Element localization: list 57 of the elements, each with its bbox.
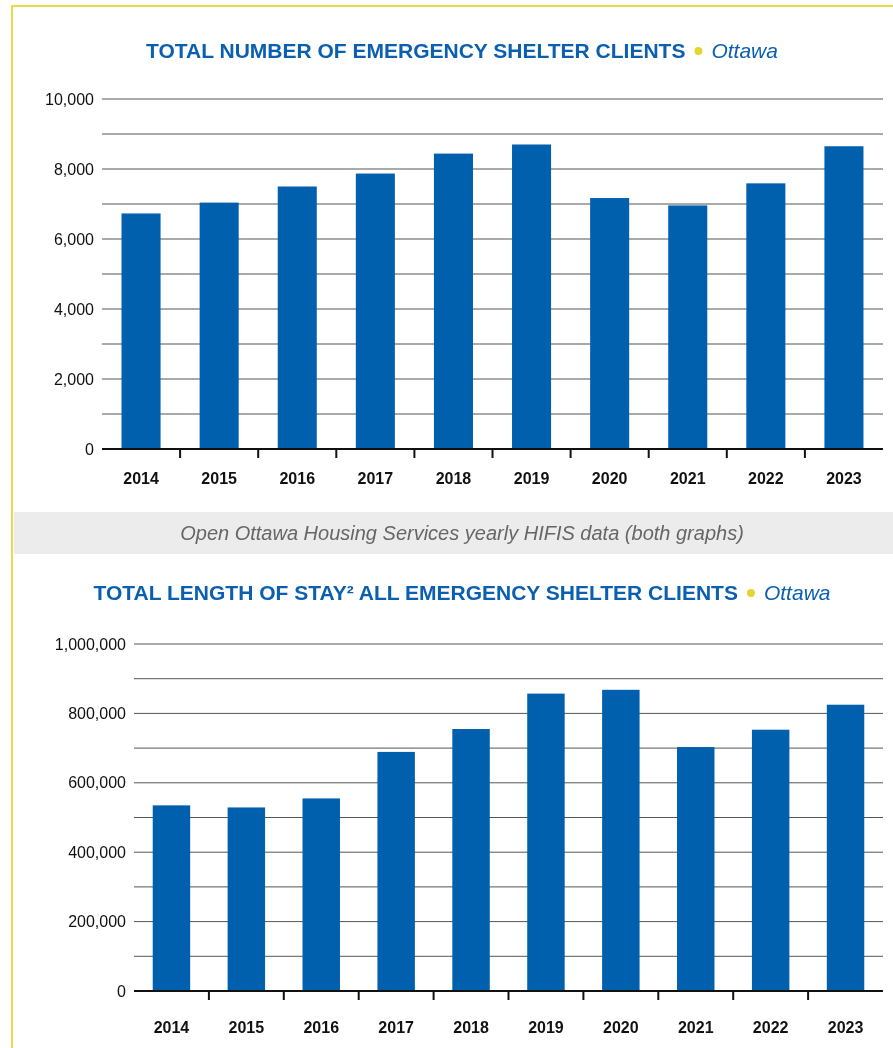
y-tick-label: 2,000	[53, 370, 95, 388]
bar	[452, 729, 490, 991]
bar	[277, 186, 317, 449]
x-tick-label: 2020	[603, 1019, 639, 1036]
x-tick-label: 2020	[591, 470, 628, 487]
chart-subtitle: Ottawa	[711, 39, 778, 62]
bar	[121, 213, 161, 449]
x-tick-label: 2016	[279, 470, 316, 487]
x-tick-label: 2022	[748, 470, 784, 487]
bar	[751, 729, 790, 991]
x-tick-label: 2014	[123, 470, 159, 487]
bar	[433, 153, 473, 449]
x-tick-label: 2023	[826, 470, 862, 487]
y-tick-label: 0	[85, 440, 95, 458]
bar	[512, 144, 552, 449]
y-tick-label: 0	[117, 982, 127, 1000]
x-tick-label: 2018	[435, 470, 472, 487]
y-tick-label: 4,000	[53, 300, 95, 318]
chart-subtitle: Ottawa	[763, 581, 831, 604]
bar	[590, 198, 630, 449]
x-tick-label: 2017	[378, 1019, 415, 1036]
x-tick-label: 2021	[669, 470, 706, 487]
y-tick-label: 600,000	[68, 774, 127, 792]
x-tick-label: 2021	[677, 1019, 714, 1036]
y-tick-label: 200,000	[68, 913, 127, 931]
x-tick-label: 2014	[153, 1019, 190, 1036]
y-tick-label: 1,000,000	[54, 635, 127, 653]
bar	[602, 689, 640, 991]
bar	[746, 183, 786, 449]
x-tick-label: 2019	[513, 470, 550, 487]
y-tick-label: 8,000	[53, 160, 95, 178]
bar	[668, 205, 708, 449]
y-tick-label: 400,000	[68, 843, 127, 861]
chart-title: TOTAL LENGTH OF STAY² ALL EMERGENCY SHELTER CLIENTS	[93, 581, 738, 604]
x-tick-label: 2017	[357, 470, 394, 487]
y-tick-label: 10,000	[45, 90, 95, 108]
y-tick-label: 800,000	[68, 705, 127, 723]
bar	[302, 798, 340, 991]
x-tick-label: 2015	[201, 470, 238, 487]
x-tick-label: 2022	[752, 1019, 789, 1036]
bar	[227, 807, 266, 991]
bar	[824, 146, 864, 449]
x-tick-label: 2016	[303, 1019, 340, 1036]
bar	[527, 693, 565, 991]
bar	[199, 202, 239, 449]
x-tick-label: 2023	[827, 1019, 864, 1036]
y-tick-label: 6,000	[53, 230, 95, 248]
bar	[677, 747, 715, 991]
x-tick-label: 2018	[453, 1019, 489, 1036]
bar	[377, 751, 415, 991]
chart-title: TOTAL NUMBER OF EMERGENCY SHELTER CLIENTS	[146, 39, 686, 62]
x-tick-label: 2019	[528, 1019, 564, 1036]
text: Open Ottawa Housing Services yearly HIFIS data (both graphs)	[180, 522, 744, 544]
x-tick-label: 2015	[228, 1019, 265, 1036]
bar	[355, 173, 395, 449]
bar	[826, 704, 865, 991]
bar	[152, 805, 191, 991]
